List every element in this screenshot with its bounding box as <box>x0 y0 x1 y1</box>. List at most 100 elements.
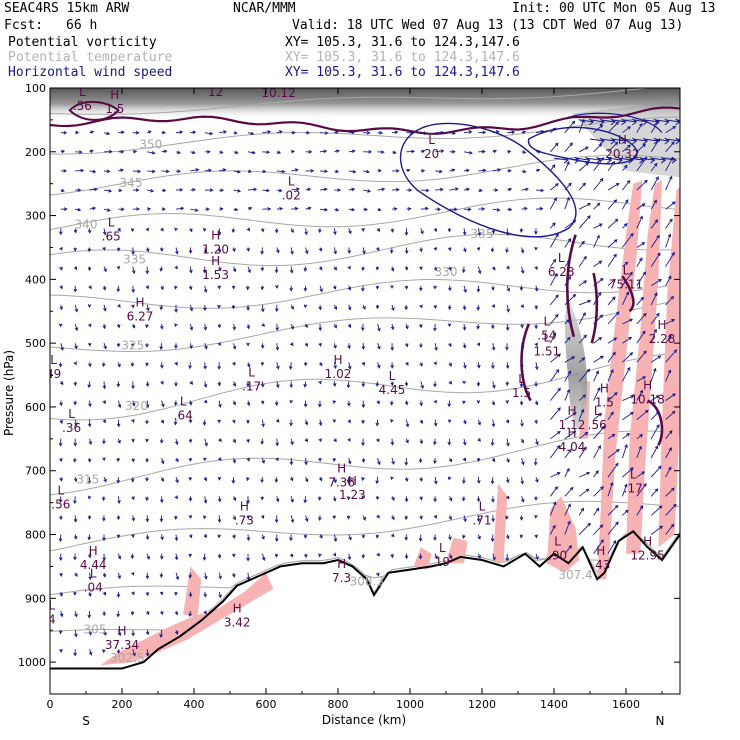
wind-vector <box>317 496 322 501</box>
wind-vector <box>650 199 657 210</box>
wind-vector <box>175 457 179 463</box>
wind-vector <box>346 477 351 484</box>
wind-vector <box>449 131 457 135</box>
wind-vector <box>231 228 236 234</box>
wind-vector <box>505 323 510 331</box>
wind-vector <box>318 247 323 252</box>
wind-vector <box>232 515 237 521</box>
pv-positive-region <box>492 483 508 564</box>
wind-vector <box>117 553 122 560</box>
wind-vector <box>145 515 150 523</box>
wind-vector <box>419 323 423 329</box>
wind-vector <box>433 323 437 332</box>
wind-vector <box>159 343 164 351</box>
wind-vector <box>232 438 236 444</box>
wind-vector <box>274 553 279 558</box>
wind-vector <box>247 150 256 155</box>
wind-vector <box>391 496 395 501</box>
wind-vector <box>203 362 207 370</box>
wind-vector <box>103 343 107 350</box>
wind-vector <box>289 419 293 427</box>
wind-vector <box>333 304 338 311</box>
wind-vector <box>492 168 502 172</box>
wind-vector <box>361 285 365 292</box>
wind-vector <box>433 266 438 272</box>
extremum-marker: H <box>348 474 357 488</box>
wind-vector <box>564 160 570 172</box>
x-tick-label: 200 <box>112 698 133 711</box>
wind-vector <box>375 285 380 290</box>
wind-vector <box>650 445 659 459</box>
wind-vector <box>622 336 633 344</box>
wind-vector <box>318 400 322 408</box>
wind-vector <box>636 271 647 286</box>
extremum-marker: L <box>558 251 565 265</box>
wind-vector <box>607 411 614 420</box>
wind-vector <box>477 438 481 442</box>
wind-vector <box>346 496 351 501</box>
extremum-value: .43 <box>591 558 610 572</box>
wind-vector <box>261 304 265 313</box>
wind-vector <box>245 285 250 291</box>
wind-vector <box>448 496 453 502</box>
wind-vector <box>404 515 409 521</box>
extremum-value: 1.5 <box>105 102 124 116</box>
extremum-marker: H <box>89 544 98 558</box>
wind-vector <box>650 505 663 516</box>
wind-vector <box>305 130 311 135</box>
wind-vector <box>89 169 97 174</box>
wind-vector <box>174 438 179 446</box>
wind-vector <box>304 553 308 559</box>
wind-vector <box>217 285 222 290</box>
extremum-value: 1.51 <box>533 345 560 359</box>
wind-vector <box>332 515 337 520</box>
wind-vector <box>73 438 78 447</box>
wind-vector <box>117 496 121 505</box>
wind-vector <box>534 266 538 271</box>
wind-vector <box>291 149 296 154</box>
wind-vector <box>189 228 193 233</box>
wind-vector <box>132 130 140 135</box>
extremum-value: 4.04 <box>559 440 586 454</box>
wind-vector <box>534 381 538 388</box>
wind-vector <box>304 438 309 443</box>
wind-vector <box>232 247 236 253</box>
wind-vector <box>130 228 135 232</box>
wind-vector <box>145 362 149 367</box>
wind-vector <box>665 334 672 344</box>
wind-vector <box>260 381 265 388</box>
wind-vector <box>665 275 672 286</box>
theta-contour <box>50 116 680 155</box>
wind-vector <box>564 430 577 440</box>
wind-vector <box>477 228 482 237</box>
wind-vector <box>174 553 179 561</box>
wind-vector <box>59 610 64 618</box>
wind-vector <box>363 150 373 154</box>
wind-vector <box>60 149 66 154</box>
wind-vector <box>435 169 443 174</box>
wind-vector <box>476 342 481 347</box>
wind-vector <box>217 228 222 236</box>
x-axis-title: Distance (km) <box>322 713 406 727</box>
wind-vector <box>246 553 250 562</box>
field-3-name: Horizontal wind speed <box>8 65 173 80</box>
wind-vector <box>102 438 106 445</box>
wind-vector <box>435 207 442 212</box>
wind-vector <box>391 169 400 173</box>
extremum-marker: H <box>233 602 242 616</box>
extremum-value: 7.3 <box>332 571 351 585</box>
wind-vector <box>319 187 328 192</box>
wind-vector <box>490 477 495 485</box>
wind-vector <box>550 294 559 306</box>
wind-vector <box>607 521 619 535</box>
wind-vector <box>505 400 510 404</box>
wind-vector <box>116 285 121 293</box>
wind-vector <box>87 457 92 463</box>
wind-vector <box>433 438 437 446</box>
wind-vector <box>521 169 527 174</box>
upper-pv-shading <box>50 88 680 120</box>
wind-vector <box>593 539 604 554</box>
wind-vector <box>492 188 499 192</box>
y-tick-label: 300 <box>25 210 46 223</box>
extremum-marker: H <box>657 318 666 332</box>
